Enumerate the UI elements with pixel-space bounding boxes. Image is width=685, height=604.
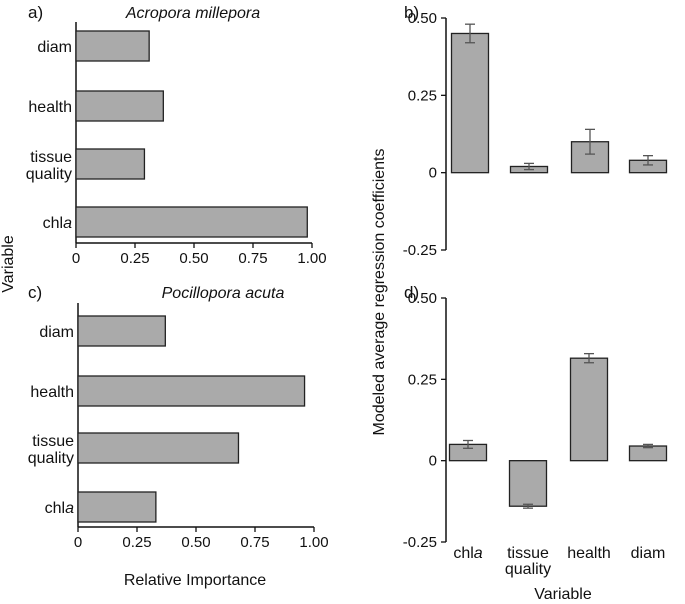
category-label-panel-d-chla: chla [453,545,482,562]
category-label-panel-c-diam: diam [39,324,74,341]
y-tick-label-panel-d-3: -0.25 [403,534,437,551]
right-x-axis-title: Variable [534,586,592,603]
panel-b-chart: b)0.50 0.25 0 -0.25 [403,3,668,259]
y-tick-label-panel-d-2: 0 [429,453,437,470]
x-tick-label-panel-c-1: 0.25 [122,534,151,551]
left-x-axis-title: Relative Importance [124,572,266,589]
bar-panel-c-tissue-quality [77,432,240,464]
y-tick-label-panel-d-0: 0.50 [408,290,437,307]
x-tick-label-panel-c-2: 0.50 [181,534,210,551]
y-tick-label-panel-d-1: 0.25 [408,371,437,388]
panel-label-panel-a: a) [28,3,43,22]
right-y-axis-title: Modeled average regression coefficients [371,149,388,436]
x-tick-label-panel-c-3: 0.75 [240,534,269,551]
bar-panel-b-chla [450,32,490,174]
x-tick-label-panel-a-0: 0 [72,250,80,267]
panel-label-panel-c: c) [28,283,42,302]
panel-label-panel-b: b) [404,3,419,22]
category-label-panel-a-health: health [28,99,72,116]
y-tick-label-panel-b-2: 0 [429,165,437,182]
x-tick-label-panel-c-0: 0 [74,534,82,551]
category-label-panel-a-tissue-quality: tissue quality [26,149,72,183]
x-tick-label-panel-a-2: 0.50 [179,250,208,267]
category-label-panel-c-chla: chla [45,500,74,517]
category-label-panel-d-tissue-quality: tissue quality [505,545,551,578]
category-label-panel-a-diam: diam [37,39,72,56]
x-tick-label-panel-a-1: 0.25 [120,250,149,267]
x-tick-label-panel-a-3: 0.75 [238,250,267,267]
bar-panel-c-health [77,375,306,407]
panel-c-chart: c) Pocillopora acuta diam health tissue quali… [28,283,329,551]
bar-panel-c-diam [77,315,166,347]
y-tick-label-panel-b-1: 0.25 [408,87,437,104]
bar-panel-d-health [569,357,609,462]
left-y-axis-title: Variable [0,235,17,293]
bar-panel-c-chla [77,491,157,523]
panel-label-panel-d: d) [404,283,419,302]
x-tick-label-panel-a-4: 1.00 [297,250,326,267]
x-tick-label-panel-c-4: 1.00 [299,534,328,551]
panel-d-chart: d)0.50 0.25 0 -0.25 chla tissue quality health d… [403,283,668,578]
bar-panel-a-chla [75,206,308,238]
bar-panel-a-diam [75,30,150,62]
y-tick-label-panel-b-3: -0.25 [403,242,437,259]
category-label-panel-a-chla: chla [43,215,72,232]
category-label-panel-d-diam: diam [631,545,666,562]
category-label-panel-c-tissue-quality: tissue quality [28,433,74,467]
bar-panel-a-health [75,90,164,122]
bar-panel-a-tissue-quality [75,148,146,180]
category-label-panel-c-health: health [30,384,74,401]
species-title-panel-c: Pocillopora acuta [162,285,285,302]
panel-a-chart: a) Acropora millepora diam health tissue qual… [26,3,327,267]
species-title-panel-a: Acropora millepora [125,5,260,22]
category-label-panel-d-health: health [567,545,611,562]
bar-panel-d-tissue-quality [508,460,548,507]
y-tick-label-panel-b-0: 0.50 [408,10,437,27]
